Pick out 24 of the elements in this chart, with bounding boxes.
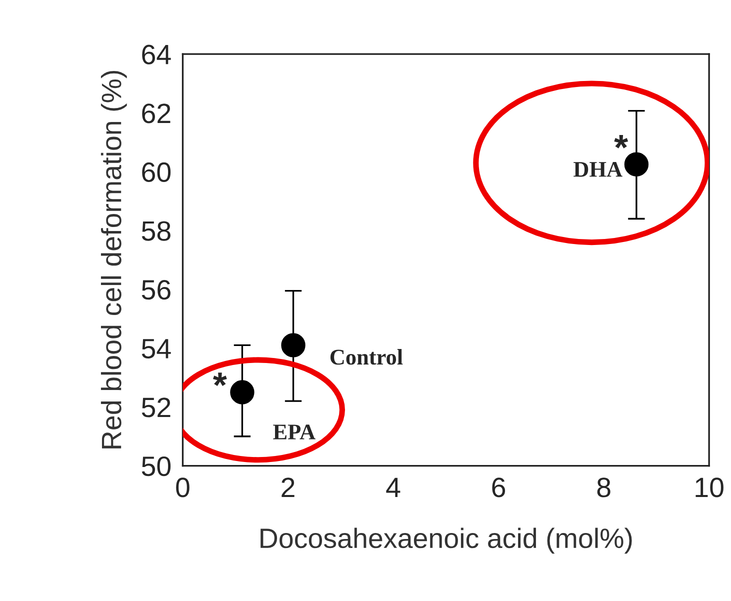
annotation: DHA: [574, 162, 622, 177]
y-tick-label: 60: [142, 162, 171, 182]
annotation: *: [614, 134, 628, 148]
y-tick-label: 54: [142, 339, 171, 358]
y-axis-title: Red blood cell deformation (%): [100, 70, 127, 448]
annotation: EPA: [273, 424, 316, 440]
point: [281, 333, 306, 358]
x-tick-label: 2: [282, 478, 294, 498]
y-tick-label: 58: [142, 221, 170, 241]
y-tick-label: 56: [142, 280, 170, 300]
x-tick-label: 0: [176, 478, 190, 498]
x-tick-label: 6: [492, 478, 506, 498]
point: [624, 152, 649, 176]
y-tick-label: 50: [142, 456, 171, 476]
y-tick-label: 64: [142, 44, 171, 64]
x-tick-label: 10: [696, 478, 724, 498]
annotation: *: [213, 372, 227, 386]
y-tick-label: 62: [142, 104, 170, 124]
x-tick-label: 8: [597, 478, 610, 498]
point: [230, 380, 254, 404]
annotation: Control: [330, 349, 403, 365]
y-tick-label: 52: [142, 398, 170, 418]
x-axis-title: Docosahexaenoic acid (mol%): [260, 528, 632, 554]
x-tick-label: 4: [386, 478, 400, 498]
